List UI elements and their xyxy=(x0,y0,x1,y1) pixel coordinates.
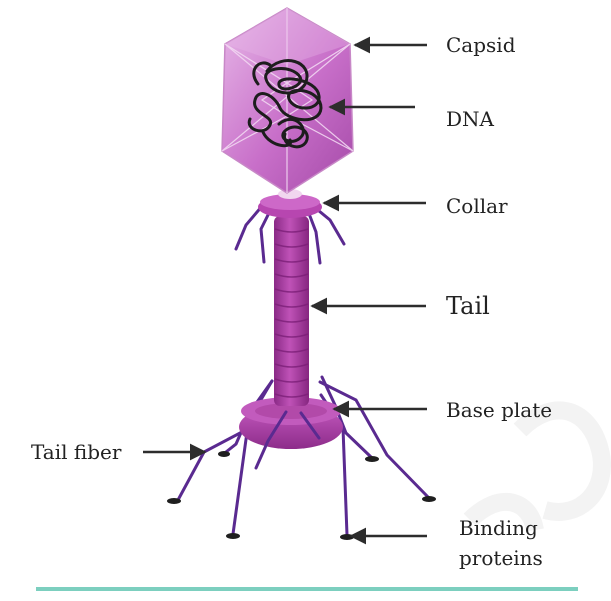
label-base-plate: Base plate xyxy=(446,398,552,422)
label-arrows xyxy=(143,36,427,545)
base-plate xyxy=(239,397,343,449)
binding-proteins xyxy=(167,451,436,540)
label-binding-line1: Binding xyxy=(459,516,538,540)
label-dna: DNA xyxy=(446,107,495,131)
label-collar: Collar xyxy=(446,194,508,218)
watermark xyxy=(463,401,611,533)
label-tail: Tail xyxy=(446,292,490,320)
label-capsid: Capsid xyxy=(446,33,516,57)
label-tail-fiber: Tail fiber xyxy=(31,440,122,464)
front-fibers xyxy=(254,410,321,470)
label-binding-line2: proteins xyxy=(459,546,543,570)
tail-sheath xyxy=(274,216,309,406)
collar xyxy=(258,189,322,218)
capsid xyxy=(221,7,354,194)
dna-strand xyxy=(247,59,323,149)
